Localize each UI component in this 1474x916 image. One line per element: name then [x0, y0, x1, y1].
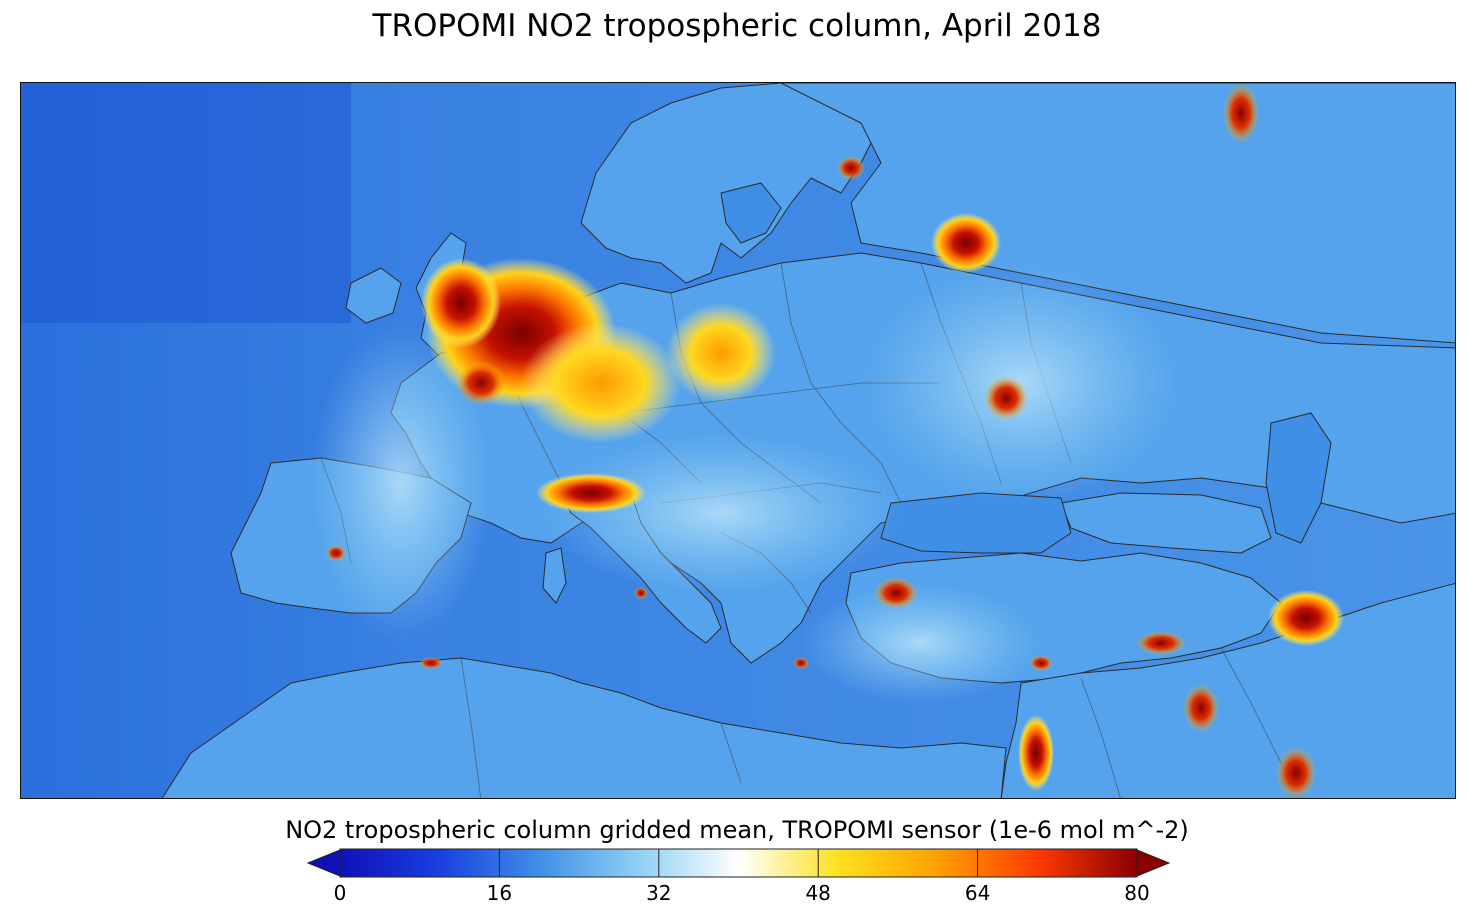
map-title: TROPOMI NO2 tropospheric column, April 2…	[372, 8, 1102, 44]
no2-map	[20, 82, 1456, 799]
colorbar-tick-label: 32	[646, 881, 672, 905]
hotspot-poland	[666, 303, 776, 403]
hotspot-po-valley	[536, 473, 646, 513]
background-enhancements	[311, 263, 1181, 703]
hotspot-madrid	[326, 545, 346, 561]
hotspot-moscow	[931, 213, 1001, 273]
hotspot-caucasus	[1136, 631, 1186, 655]
hotspot-algiers	[419, 657, 443, 669]
colorbar-ticks	[498, 849, 979, 877]
seas	[720, 182, 1332, 554]
hotspot-israel	[1018, 715, 1054, 791]
hotspot-ural	[1223, 83, 1259, 143]
colorbar-gradient	[339, 848, 1138, 878]
hotspot-donbass	[984, 376, 1028, 420]
hotspot-naples	[634, 587, 648, 599]
hotspot-st-petersburg	[837, 156, 865, 180]
colorbar-tick-label: 80	[1124, 881, 1150, 905]
hotspot-tehran	[1268, 590, 1344, 646]
hotspot-athens	[793, 657, 809, 669]
colorbar-tick-label: 0	[333, 881, 347, 905]
colorbar-extend-low	[306, 849, 341, 877]
hotspot-kuwait	[1276, 747, 1316, 798]
colorbar-tick-label: 16	[486, 881, 513, 905]
hotspot-london	[421, 258, 501, 348]
hotspot-paris	[456, 361, 506, 405]
hotspot-cairo-delta	[1029, 655, 1053, 671]
hotspot-germany-warm	[521, 323, 681, 443]
colorbar-label: NO2 tropospheric column gridded mean, TR…	[285, 816, 1189, 844]
colorbar-tick-label: 64	[964, 881, 991, 905]
colorbar-tick-label: 48	[805, 881, 831, 905]
no2-hotspots	[326, 83, 1344, 798]
hotspot-iraq	[1183, 684, 1219, 732]
colorbar-extend-high	[1136, 849, 1171, 877]
north-atlantic-dark	[21, 83, 351, 323]
hotspot-istanbul	[874, 577, 918, 609]
